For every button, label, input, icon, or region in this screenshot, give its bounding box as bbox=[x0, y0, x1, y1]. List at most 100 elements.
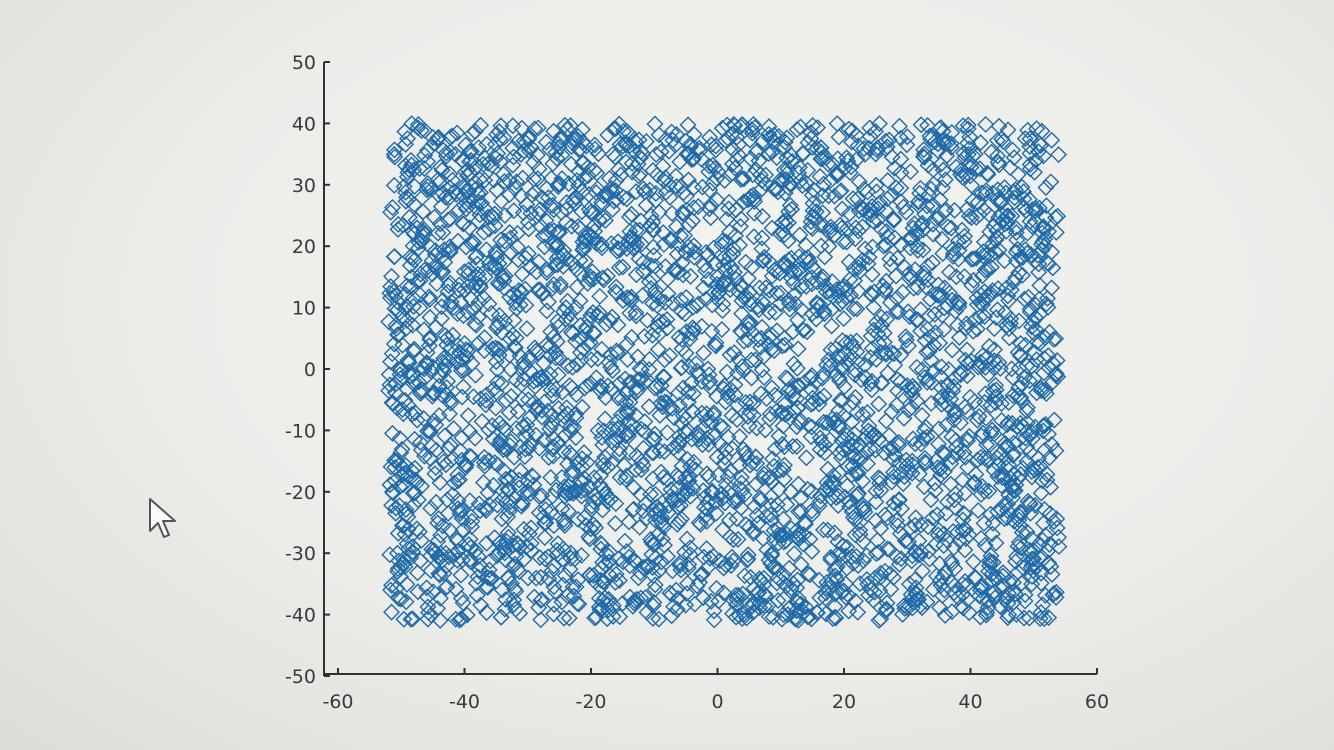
scatter-point bbox=[676, 423, 694, 441]
scatter-point bbox=[493, 581, 511, 599]
scatter-point bbox=[815, 387, 833, 405]
scatter-point bbox=[843, 133, 861, 151]
scatter-point bbox=[792, 595, 810, 613]
scatter-point bbox=[396, 123, 414, 141]
scatter-point bbox=[647, 191, 664, 209]
scatter-point bbox=[470, 212, 488, 230]
scatter-point bbox=[392, 444, 410, 462]
scatter-point bbox=[731, 428, 749, 446]
scatter-point bbox=[838, 149, 856, 167]
scatter-point bbox=[398, 188, 416, 206]
scatter-point bbox=[1015, 609, 1033, 627]
scatter-point bbox=[713, 236, 731, 254]
scatter-point bbox=[789, 611, 807, 629]
scatter-point bbox=[411, 299, 429, 317]
scatter-point bbox=[1041, 505, 1059, 523]
scatter-point bbox=[979, 365, 997, 383]
scatter-point bbox=[660, 497, 678, 515]
scatter-point bbox=[1005, 434, 1023, 452]
scatter-point bbox=[719, 468, 737, 486]
scatter-point bbox=[885, 210, 903, 228]
scatter-point bbox=[567, 405, 585, 423]
scatter-point bbox=[950, 329, 968, 347]
scatter-point bbox=[476, 171, 494, 189]
scatter-point bbox=[848, 465, 865, 483]
scatter-point bbox=[1007, 605, 1025, 623]
scatter-point bbox=[766, 133, 784, 151]
scatter-point bbox=[607, 172, 625, 190]
scatter-point bbox=[747, 143, 765, 161]
scatter-point bbox=[744, 594, 762, 612]
scatter-point bbox=[908, 222, 926, 240]
scatter-point bbox=[629, 381, 647, 399]
scatter-point bbox=[397, 593, 415, 611]
scatter-point bbox=[514, 204, 532, 222]
scatter-point bbox=[575, 444, 593, 462]
scatter-point bbox=[529, 281, 547, 299]
scatter-point bbox=[935, 320, 953, 338]
scatter-point bbox=[892, 346, 910, 364]
scatter-point bbox=[714, 418, 732, 436]
scatter-point bbox=[760, 551, 778, 569]
scatter-point bbox=[847, 548, 865, 566]
scatter-point bbox=[383, 345, 401, 363]
scatter-point bbox=[421, 331, 439, 349]
scatter-point bbox=[525, 588, 543, 606]
scatter-point bbox=[867, 176, 885, 194]
scatter-point bbox=[442, 293, 460, 311]
scatter-point bbox=[723, 406, 741, 424]
scatter-point bbox=[796, 249, 814, 267]
scatter-point bbox=[634, 253, 652, 271]
scatter-point bbox=[888, 302, 906, 320]
scatter-point bbox=[463, 235, 481, 253]
scatter-point bbox=[532, 568, 550, 586]
scatter-point bbox=[878, 594, 896, 612]
scatter-point bbox=[647, 549, 665, 567]
scatter-point bbox=[684, 298, 702, 316]
scatter-point bbox=[987, 388, 1005, 406]
scatter-point bbox=[763, 143, 781, 161]
scatter-point bbox=[705, 611, 723, 629]
scatter-point bbox=[838, 559, 856, 577]
scatter-point bbox=[390, 326, 408, 344]
scatter-point bbox=[1000, 584, 1017, 602]
scatter-point bbox=[908, 392, 926, 410]
scatter-point bbox=[739, 546, 757, 564]
scatter-point bbox=[834, 537, 852, 555]
scatter-point bbox=[823, 273, 841, 291]
scatter-point bbox=[418, 142, 436, 160]
scatter-point bbox=[561, 305, 579, 323]
scatter-point bbox=[404, 543, 422, 561]
scatter-point bbox=[619, 351, 637, 369]
scatter-point bbox=[963, 276, 981, 294]
scatter-point bbox=[460, 265, 478, 283]
scatter-point bbox=[609, 239, 627, 257]
scatter-point bbox=[1004, 489, 1021, 507]
scatter-point bbox=[556, 482, 574, 500]
scatter-point bbox=[959, 116, 977, 134]
scatter-point bbox=[1012, 334, 1030, 352]
scatter-point bbox=[1019, 288, 1037, 306]
scatter-point bbox=[1005, 193, 1023, 211]
scatter-point bbox=[790, 503, 808, 521]
scatter-point bbox=[898, 457, 916, 475]
scatter-point bbox=[969, 502, 987, 520]
scatter-point bbox=[448, 542, 466, 560]
scatter-point bbox=[562, 544, 580, 562]
scatter-point bbox=[404, 289, 422, 307]
scatter-point bbox=[627, 406, 645, 424]
scatter-point bbox=[556, 116, 574, 134]
scatter-point bbox=[701, 372, 719, 390]
scatter-point bbox=[920, 342, 938, 360]
scatter-point bbox=[475, 223, 493, 241]
scatter-point bbox=[712, 417, 730, 435]
scatter-point bbox=[684, 402, 702, 420]
scatter-point bbox=[385, 145, 403, 163]
scatter-point bbox=[823, 317, 841, 335]
scatter-point bbox=[976, 393, 994, 411]
scatter-point bbox=[514, 169, 532, 187]
scatter-point bbox=[589, 422, 607, 440]
scatter-point bbox=[989, 280, 1007, 298]
scatter-point bbox=[851, 575, 869, 593]
scatter-point bbox=[1014, 559, 1032, 577]
